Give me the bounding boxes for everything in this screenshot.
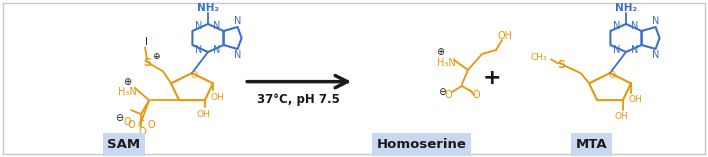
Text: N: N	[213, 45, 221, 55]
Text: H₃N: H₃N	[437, 58, 455, 68]
Text: O: O	[147, 120, 155, 130]
Text: OH: OH	[196, 110, 210, 119]
Text: Homoserine: Homoserine	[377, 138, 466, 151]
Text: O: O	[123, 117, 131, 127]
Text: O: O	[138, 127, 146, 137]
Text: ⊕: ⊕	[436, 47, 444, 57]
Text: N: N	[613, 45, 621, 55]
Text: SAM: SAM	[108, 138, 140, 151]
Text: N: N	[652, 16, 659, 26]
Text: ⊕: ⊕	[152, 52, 160, 61]
Text: O: O	[190, 70, 198, 79]
Text: OH: OH	[628, 95, 641, 104]
Text: C: C	[137, 120, 144, 130]
Text: N: N	[195, 45, 202, 55]
Text: O: O	[608, 70, 615, 79]
Text: O: O	[472, 90, 480, 100]
Text: N: N	[613, 21, 621, 31]
Text: S: S	[557, 60, 565, 70]
Text: I: I	[144, 37, 147, 47]
Text: N: N	[195, 21, 202, 31]
Text: ⊕: ⊕	[123, 77, 131, 87]
Text: H₃N: H₃N	[118, 87, 137, 97]
Text: N: N	[632, 45, 639, 55]
Text: N: N	[213, 21, 221, 31]
Text: NH₂: NH₂	[197, 3, 219, 13]
Text: NH₂: NH₂	[615, 3, 637, 13]
Text: O: O	[127, 120, 135, 130]
Text: ⊖: ⊖	[438, 87, 446, 97]
Text: +: +	[483, 68, 501, 89]
Text: 37°C, pH 7.5: 37°C, pH 7.5	[257, 93, 341, 106]
Text: OH: OH	[210, 93, 224, 102]
Text: N: N	[234, 50, 241, 60]
Text: OH: OH	[498, 31, 513, 41]
Text: ⊖: ⊖	[115, 113, 123, 123]
Text: CH₃: CH₃	[531, 53, 547, 62]
Text: MTA: MTA	[576, 138, 607, 151]
Text: O: O	[444, 90, 452, 100]
Text: N: N	[652, 50, 659, 60]
Text: N: N	[234, 16, 241, 26]
Text: OH: OH	[614, 112, 628, 121]
Text: S: S	[143, 58, 151, 68]
Text: N: N	[632, 21, 639, 31]
